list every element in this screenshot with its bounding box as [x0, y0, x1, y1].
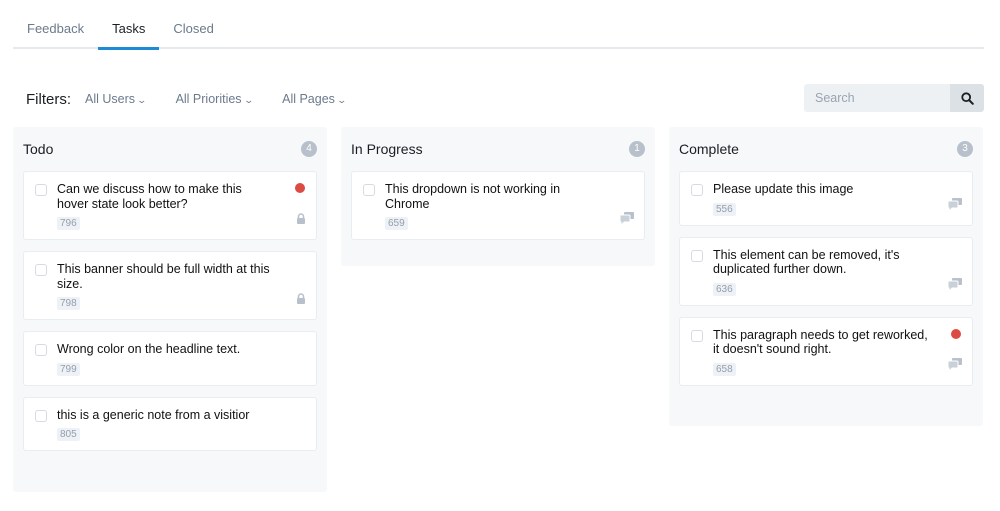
task-checkbox[interactable]	[691, 184, 703, 196]
task-checkbox[interactable]	[35, 184, 47, 196]
comments-icon	[947, 277, 962, 295]
search-input[interactable]	[804, 84, 950, 112]
column-count-badge: 3	[957, 141, 973, 157]
lock-icon	[296, 211, 306, 229]
task-title: This paragraph needs to get reworked, it…	[713, 327, 928, 357]
tab-tasks[interactable]: Tasks	[98, 0, 160, 50]
pages-filter[interactable]: All Pages⌄	[282, 92, 347, 106]
column-title: In Progress	[351, 141, 423, 157]
comments-icon	[619, 211, 634, 229]
search-icon	[960, 91, 974, 105]
task-id: 799	[57, 362, 80, 376]
task-title: Please update this image	[713, 182, 854, 196]
task-card[interactable]: This element can be removed, it's duplic…	[679, 236, 973, 306]
column-title: Complete	[679, 141, 739, 157]
chevron-down-icon: ⌄	[136, 95, 148, 105]
task-id: 636	[713, 282, 736, 296]
priority-dot-icon	[295, 183, 305, 193]
task-checkbox[interactable]	[35, 264, 47, 276]
tab-closed[interactable]: Closed	[173, 21, 214, 36]
priority-dot-icon	[951, 328, 961, 339]
tab-feedback[interactable]: Feedback	[27, 21, 85, 36]
task-card[interactable]: this is a generic note from a visitior 8…	[23, 396, 317, 451]
task-card[interactable]: This dropdown is not working in Chrome 6…	[351, 171, 645, 240]
task-card[interactable]: Please update this image 556	[679, 171, 973, 226]
priorities-filter[interactable]: All Priorities⌄	[175, 92, 254, 106]
task-card[interactable]: This paragraph needs to get reworked, it…	[679, 316, 973, 386]
column-count-badge: 1	[629, 141, 645, 157]
lock-icon	[296, 291, 306, 309]
chevron-down-icon: ⌄	[336, 95, 347, 105]
task-card[interactable]: Wrong color on the headline text. 799	[23, 331, 317, 386]
pages-filter-label: All Pages	[282, 92, 335, 106]
column-header: Todo 4	[23, 127, 317, 171]
search-box	[804, 84, 984, 112]
comments-icon	[947, 357, 962, 375]
task-title: Can we discuss how to make this hover st…	[57, 182, 242, 211]
tab-bar: Feedback Tasks Closed	[13, 0, 984, 50]
task-checkbox[interactable]	[363, 184, 375, 196]
search-button[interactable]	[950, 84, 984, 112]
chevron-down-icon: ⌄	[243, 95, 254, 105]
task-checkbox[interactable]	[35, 409, 47, 422]
column-header: In Progress 1	[351, 127, 645, 171]
column-count-badge: 4	[301, 141, 317, 157]
task-title: Wrong color on the headline text.	[57, 342, 241, 356]
users-filter[interactable]: All Users⌄	[85, 92, 148, 106]
column-title: Todo	[23, 141, 54, 157]
task-title: This banner should be full width at this…	[57, 262, 270, 291]
task-id: 805	[57, 428, 80, 441]
task-title: This dropdown is not working in Chrome	[385, 182, 561, 211]
filters-label: Filters:	[26, 90, 71, 108]
task-checkbox[interactable]	[35, 344, 47, 356]
column-todo: Todo 4 Can we discuss how to make this ho…	[13, 127, 327, 492]
task-title: this is a generic note from a visitior	[57, 407, 250, 422]
task-checkbox[interactable]	[691, 249, 703, 262]
task-card[interactable]: Can we discuss how to make this hover st…	[23, 171, 317, 240]
task-id: 556	[713, 202, 736, 216]
task-id: 659	[385, 217, 408, 230]
task-id: 796	[57, 217, 80, 230]
filters-bar: Filters: All Users⌄ All Priorities⌄ All …	[26, 89, 375, 109]
task-title: This element can be removed, it's duplic…	[713, 247, 900, 277]
task-checkbox[interactable]	[691, 329, 703, 342]
task-id: 658	[713, 362, 736, 376]
task-card[interactable]: This banner should be full width at this…	[23, 251, 317, 320]
comments-icon	[947, 197, 962, 215]
column-complete: Complete 3 Please update this image 556 T…	[669, 127, 983, 426]
column-header: Complete 3	[679, 127, 973, 171]
users-filter-label: All Users	[85, 92, 136, 106]
priorities-filter-label: All Priorities	[175, 92, 242, 106]
column-in-progress: In Progress 1 This dropdown is not workin…	[341, 127, 655, 266]
task-id: 798	[57, 297, 80, 310]
